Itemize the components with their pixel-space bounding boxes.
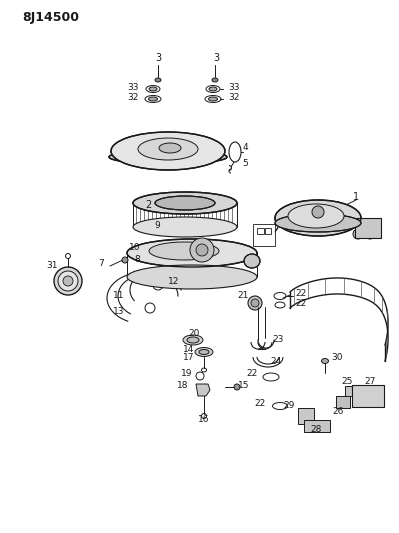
Ellipse shape (133, 217, 237, 237)
Ellipse shape (195, 348, 213, 357)
Text: 27: 27 (364, 377, 376, 386)
Text: 15: 15 (238, 381, 249, 390)
Text: 13: 13 (113, 306, 124, 316)
Ellipse shape (148, 97, 158, 101)
Text: 3: 3 (155, 53, 161, 63)
Bar (336, 396, 350, 408)
Ellipse shape (149, 242, 219, 260)
Bar (352, 385, 384, 407)
Ellipse shape (133, 192, 237, 214)
Circle shape (190, 238, 214, 262)
Polygon shape (196, 384, 210, 396)
Circle shape (312, 206, 324, 218)
Circle shape (196, 244, 208, 256)
Ellipse shape (183, 335, 203, 345)
Text: 29: 29 (284, 400, 295, 409)
Text: 6: 6 (280, 217, 286, 227)
Text: 28: 28 (310, 425, 322, 434)
Text: 30: 30 (331, 353, 342, 362)
Text: 22: 22 (247, 369, 258, 378)
Ellipse shape (109, 150, 227, 164)
Bar (253, 224, 275, 246)
Ellipse shape (111, 132, 225, 170)
Circle shape (149, 258, 155, 264)
Text: 4: 4 (243, 143, 249, 152)
Ellipse shape (187, 337, 199, 343)
Circle shape (144, 247, 152, 255)
Text: 11: 11 (113, 292, 124, 301)
Text: 26: 26 (332, 407, 344, 416)
Text: 33: 33 (228, 83, 239, 92)
Text: 19: 19 (180, 369, 192, 378)
Ellipse shape (155, 196, 215, 210)
Circle shape (248, 296, 262, 310)
Circle shape (365, 229, 375, 239)
Text: 18: 18 (176, 381, 188, 390)
Ellipse shape (127, 265, 257, 289)
Text: 23: 23 (272, 335, 283, 344)
Text: 8J14500: 8J14500 (22, 12, 79, 25)
Text: 22: 22 (255, 400, 266, 408)
Text: 5: 5 (242, 158, 248, 167)
Text: 14: 14 (183, 345, 194, 354)
Ellipse shape (149, 87, 157, 91)
Circle shape (251, 299, 259, 307)
Bar (355, 218, 381, 238)
Bar (304, 420, 330, 432)
Ellipse shape (155, 78, 161, 82)
Text: 33: 33 (128, 83, 139, 92)
Ellipse shape (199, 350, 209, 354)
Bar (175, 224, 187, 230)
Circle shape (58, 271, 78, 291)
Text: 3: 3 (213, 53, 219, 63)
Bar (345, 386, 353, 396)
Text: 7: 7 (98, 259, 104, 268)
Text: 10: 10 (128, 243, 140, 252)
Text: 9: 9 (154, 222, 160, 230)
Text: 17: 17 (182, 353, 194, 362)
Text: 20: 20 (188, 328, 200, 337)
Circle shape (122, 257, 128, 263)
Text: 2: 2 (146, 200, 152, 210)
Ellipse shape (159, 143, 181, 153)
Ellipse shape (244, 254, 260, 268)
Ellipse shape (209, 87, 217, 91)
Ellipse shape (288, 204, 344, 228)
Circle shape (353, 229, 363, 239)
Circle shape (63, 276, 73, 286)
Ellipse shape (209, 97, 217, 101)
Bar (257, 228, 264, 234)
Bar (265, 228, 271, 234)
Text: 25: 25 (341, 377, 353, 386)
Circle shape (234, 384, 240, 390)
Text: 22: 22 (295, 298, 306, 308)
Bar (298, 408, 314, 424)
Ellipse shape (322, 359, 328, 364)
Text: 22: 22 (295, 288, 306, 297)
Text: 21: 21 (238, 292, 249, 301)
Text: 8: 8 (134, 255, 140, 264)
Text: 24: 24 (270, 358, 281, 367)
Text: 1: 1 (353, 192, 359, 202)
Text: 16: 16 (198, 416, 210, 424)
Ellipse shape (212, 78, 218, 82)
Ellipse shape (275, 200, 361, 236)
Text: 31: 31 (47, 261, 58, 270)
Text: 12: 12 (168, 277, 180, 286)
Ellipse shape (275, 214, 361, 232)
Text: 32: 32 (128, 93, 139, 101)
Text: 32: 32 (228, 93, 239, 101)
Ellipse shape (138, 138, 198, 160)
Circle shape (54, 267, 82, 295)
Ellipse shape (127, 239, 257, 267)
